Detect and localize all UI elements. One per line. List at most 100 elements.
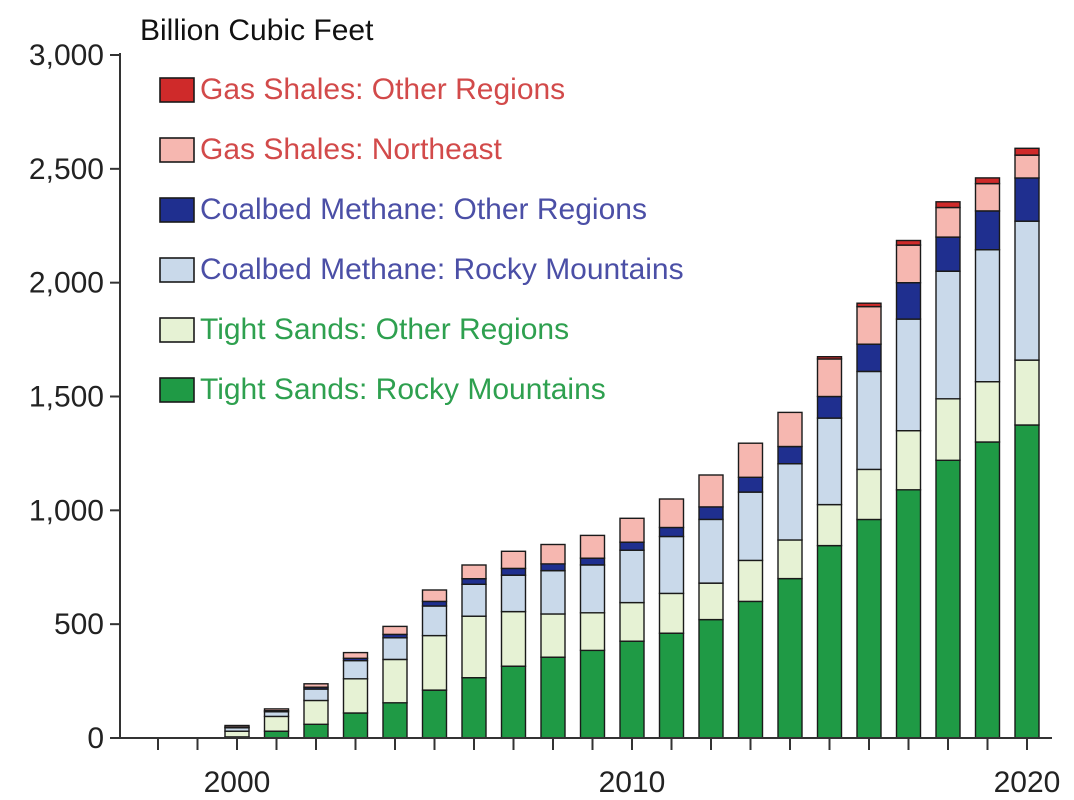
legend-label: Tight Sands: Rocky Mountains bbox=[200, 373, 606, 406]
bar-segment bbox=[816, 503, 843, 547]
bar-segment bbox=[579, 612, 606, 652]
bar-segment bbox=[461, 564, 487, 580]
bar-segment bbox=[619, 640, 645, 739]
bar-segment bbox=[342, 651, 369, 659]
bar-segment bbox=[619, 541, 645, 551]
y-tick-label: 500 bbox=[54, 608, 104, 641]
bar-segment bbox=[342, 678, 369, 714]
bar-segment bbox=[658, 498, 685, 529]
bar-segment bbox=[421, 689, 448, 739]
bar-segment bbox=[658, 632, 685, 739]
legend-swatch bbox=[159, 197, 195, 223]
bar-segment bbox=[737, 559, 764, 603]
bar-segment bbox=[816, 417, 843, 506]
bar-segment bbox=[856, 370, 882, 471]
legend-label: Tight Sands: Other Regions bbox=[200, 313, 569, 346]
bar-segment bbox=[500, 567, 527, 576]
legend-label: Gas Shales: Northeast bbox=[200, 133, 502, 166]
bar-stack-2017 bbox=[895, 239, 922, 739]
bar-segment bbox=[816, 544, 843, 739]
bar-segment bbox=[974, 182, 1001, 212]
bar-segment bbox=[263, 730, 290, 739]
bar-segment bbox=[579, 649, 606, 739]
bar-segment bbox=[935, 201, 961, 209]
y-axis-title: Billion Cubic Feet bbox=[140, 14, 374, 47]
bar-segment bbox=[461, 577, 487, 585]
bar-segment bbox=[974, 441, 1001, 739]
bar-segment bbox=[658, 592, 685, 634]
bar-stack-2011 bbox=[658, 498, 685, 739]
bar-stack-2004 bbox=[382, 625, 408, 739]
bar-segment bbox=[777, 411, 803, 448]
bar-segment bbox=[500, 610, 527, 667]
bar-segment bbox=[935, 398, 961, 461]
bar-segment bbox=[737, 476, 764, 493]
bar-segment bbox=[461, 677, 487, 739]
legend-item: Coalbed Methane: Rocky Mountains bbox=[159, 253, 684, 286]
bar-segment bbox=[540, 570, 566, 615]
bar-segment bbox=[579, 557, 606, 566]
legend-swatch bbox=[159, 257, 195, 283]
bar-segment bbox=[895, 244, 922, 284]
bar-segment bbox=[816, 358, 843, 398]
legend-item: Coalbed Methane: Other Regions bbox=[159, 193, 647, 226]
bar-stack-2013 bbox=[737, 442, 764, 739]
bar-segment bbox=[777, 445, 803, 465]
bar-segment bbox=[777, 463, 803, 541]
bar-segment bbox=[540, 543, 566, 565]
bar-segment bbox=[895, 239, 922, 246]
bar-stack-2002 bbox=[303, 683, 329, 739]
bar-segment bbox=[1014, 359, 1040, 426]
bar-segment bbox=[382, 658, 408, 704]
bar-segment bbox=[1014, 177, 1040, 222]
bar-segment bbox=[935, 270, 961, 400]
bar-segment bbox=[974, 381, 1001, 443]
bar-segment bbox=[461, 583, 487, 617]
bar-segment bbox=[579, 534, 606, 559]
y-tick-label: 2,000 bbox=[29, 267, 104, 300]
bar-segment bbox=[303, 688, 329, 702]
bar-segment bbox=[1014, 424, 1040, 739]
bar-segment bbox=[303, 723, 329, 739]
bar-segment bbox=[421, 605, 448, 637]
bar-stack-2000 bbox=[224, 724, 250, 739]
legend: Gas Shales: Other Regions Gas Shales: Nor… bbox=[159, 73, 684, 406]
bar-segment bbox=[224, 730, 250, 738]
x-tick-label: 2000 bbox=[204, 766, 271, 799]
legend-label: Coalbed Methane: Rocky Mountains bbox=[200, 253, 684, 286]
legend-item: Gas Shales: Other Regions bbox=[159, 73, 565, 106]
bar-segment bbox=[935, 459, 961, 739]
bar-stack-2007 bbox=[500, 550, 527, 739]
bars-layer bbox=[224, 147, 1040, 739]
bar-segment bbox=[540, 613, 566, 658]
bar-segment bbox=[856, 518, 882, 739]
bar-segment bbox=[856, 468, 882, 521]
legend-swatch bbox=[159, 77, 195, 103]
x-tick-label: 2020 bbox=[994, 766, 1061, 799]
bar-stack-2003 bbox=[342, 651, 369, 739]
bar-stack-2019 bbox=[974, 177, 1001, 739]
bar-segment bbox=[382, 702, 408, 739]
bar-segment bbox=[500, 550, 527, 570]
bar-segment bbox=[856, 343, 882, 373]
bar-segment bbox=[540, 656, 566, 739]
bar-segment bbox=[658, 535, 685, 595]
bar-segment bbox=[737, 442, 764, 479]
bar-segment bbox=[777, 539, 803, 580]
bar-stack-2008 bbox=[540, 543, 566, 739]
bar-stack-2006 bbox=[461, 564, 487, 739]
y-tick-label: 3,000 bbox=[29, 39, 104, 72]
bar-segment bbox=[737, 600, 764, 739]
bar-segment bbox=[856, 305, 882, 345]
bar-segment bbox=[303, 683, 329, 688]
bar-segment bbox=[816, 356, 843, 360]
bar-stack-2016 bbox=[856, 302, 882, 739]
bar-segment bbox=[895, 318, 922, 432]
bar-segment bbox=[619, 517, 645, 543]
y-tick-label: 1,000 bbox=[29, 494, 104, 527]
bar-segment bbox=[1014, 220, 1040, 361]
bar-segment bbox=[698, 582, 724, 621]
legend-item: Tight Sands: Other Regions bbox=[159, 313, 569, 346]
bar-segment bbox=[935, 236, 961, 272]
